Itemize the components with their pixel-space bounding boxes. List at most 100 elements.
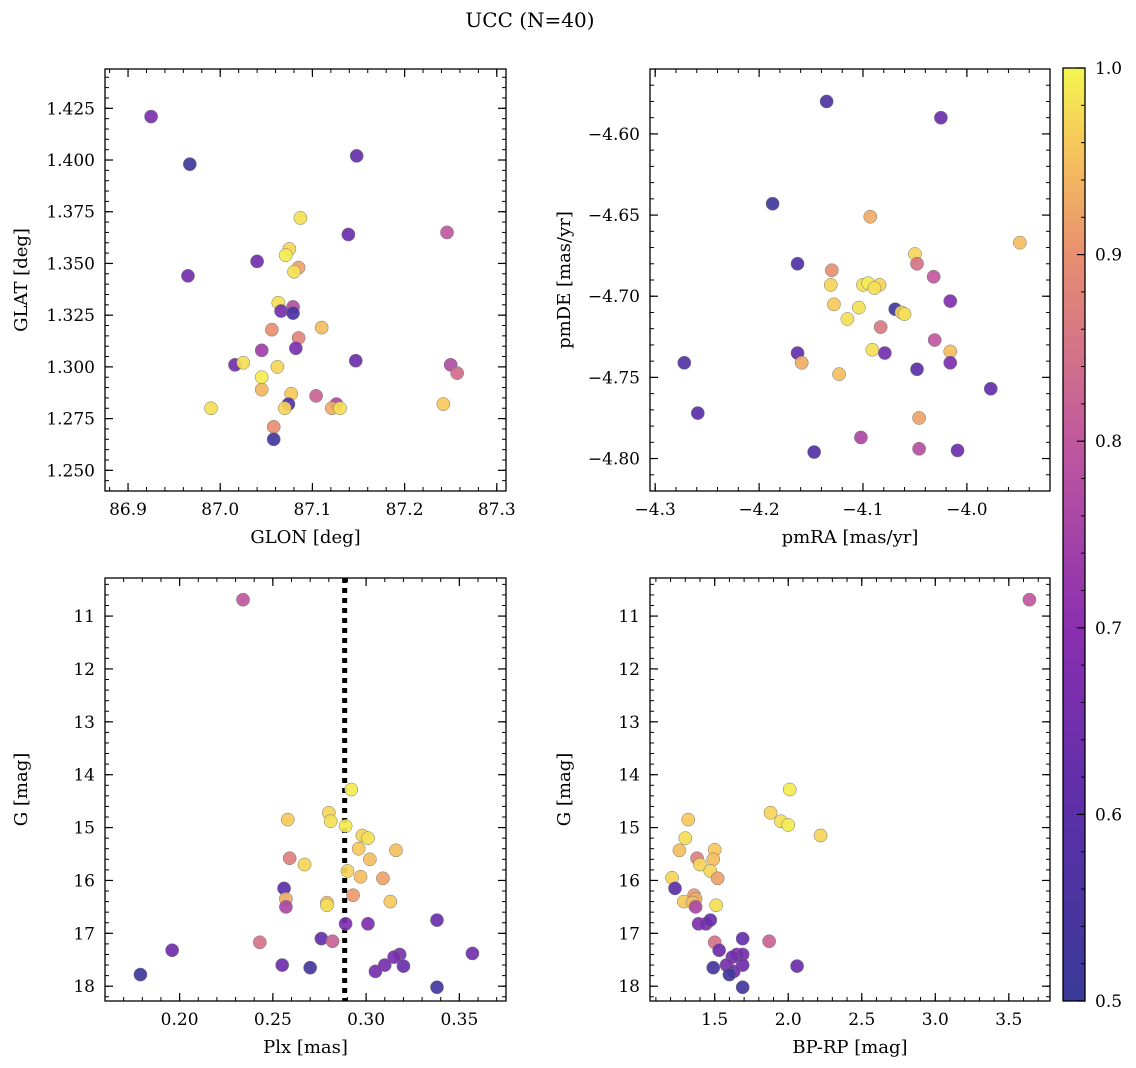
x-axis-label: pmRA [mas/yr] bbox=[782, 527, 919, 548]
data-point bbox=[912, 441, 926, 456]
y-tick-label: 14 bbox=[618, 766, 640, 786]
data-point bbox=[762, 934, 776, 949]
x-tick-label: −4.3 bbox=[635, 500, 676, 520]
scatter-points bbox=[665, 592, 1037, 995]
colorbar-tick-label: 0.7 bbox=[1095, 619, 1122, 639]
colorbar: 0.5 0.6 0.7 0.8 0.9 1.0 bbox=[1062, 59, 1122, 1012]
data-point bbox=[950, 443, 965, 458]
data-point bbox=[703, 913, 718, 927]
data-point bbox=[274, 304, 288, 318]
y-tick-label: 12 bbox=[73, 660, 95, 680]
x-tick-label: 87.1 bbox=[293, 500, 331, 520]
figure-title: UCC (N=40) bbox=[465, 8, 594, 32]
y-tick-label: −4.75 bbox=[588, 368, 640, 388]
x-tick-label: 0.25 bbox=[254, 1010, 292, 1030]
y-tick-label: 1.375 bbox=[46, 203, 95, 223]
y-tick-label: 14 bbox=[73, 766, 95, 786]
data-point bbox=[361, 831, 375, 845]
data-point bbox=[706, 960, 721, 975]
data-point bbox=[863, 209, 878, 224]
major-ticks bbox=[650, 69, 1050, 491]
data-point bbox=[910, 362, 924, 377]
data-point bbox=[827, 297, 841, 312]
axes-frame bbox=[649, 68, 1051, 492]
y-tick-label: 18 bbox=[73, 977, 95, 997]
data-point bbox=[254, 370, 269, 385]
x-tick-label: 2.0 bbox=[775, 1010, 802, 1030]
data-point bbox=[279, 900, 293, 914]
y-tick-label: 17 bbox=[73, 924, 95, 944]
y-axis-label: G [mag] bbox=[554, 753, 575, 826]
data-point bbox=[348, 353, 363, 368]
data-point bbox=[181, 269, 195, 283]
data-point bbox=[782, 782, 797, 797]
data-point bbox=[983, 381, 998, 396]
y-tick-label: 1.350 bbox=[46, 254, 95, 274]
major-ticks bbox=[650, 578, 1050, 1001]
data-point bbox=[254, 382, 269, 397]
data-point bbox=[275, 958, 290, 972]
x-tick-label: 3.0 bbox=[922, 1010, 949, 1030]
y-tick-label: 1.425 bbox=[46, 99, 95, 119]
data-point bbox=[943, 355, 958, 370]
data-point bbox=[361, 916, 375, 931]
x-tick-label: 87.0 bbox=[201, 500, 239, 520]
data-point bbox=[320, 898, 334, 913]
y-tick-label: 17 bbox=[618, 924, 640, 944]
data-point bbox=[823, 278, 838, 292]
colorbar-tick-label: 0.8 bbox=[1095, 432, 1122, 452]
y-tick-label: 1.325 bbox=[46, 306, 95, 326]
data-point bbox=[712, 943, 726, 958]
data-point bbox=[338, 916, 353, 931]
data-point bbox=[450, 366, 464, 380]
x-tick-label: 0.35 bbox=[440, 1010, 478, 1030]
subplot-4: 1.5 2.0 2.5 3.0 3.5 11 12 13 14 15 16 17 18 BP-RP [ma… bbox=[554, 577, 1051, 1058]
data-point bbox=[465, 946, 480, 961]
data-point bbox=[383, 894, 398, 909]
y-tick-label: 11 bbox=[73, 607, 95, 627]
plots-layer: 86.9 87.0 87.1 87.2 87.3 1.250 1.275 1.300 1.325… bbox=[11, 68, 1051, 1058]
data-point bbox=[133, 967, 148, 982]
data-point bbox=[690, 406, 705, 420]
scatter-points bbox=[677, 94, 1027, 459]
data-point bbox=[252, 935, 267, 950]
data-point bbox=[353, 869, 368, 884]
data-point bbox=[440, 225, 454, 240]
data-point bbox=[765, 196, 780, 211]
data-point bbox=[934, 110, 948, 125]
data-point bbox=[897, 307, 912, 321]
data-point bbox=[286, 306, 300, 320]
y-tick-label: 1.250 bbox=[46, 461, 95, 481]
data-point bbox=[678, 831, 693, 845]
x-axis-label: GLON [deg] bbox=[250, 527, 360, 548]
data-point bbox=[735, 980, 750, 995]
y-axis-label: pmDE [mas/yr] bbox=[554, 211, 575, 349]
data-point bbox=[677, 355, 692, 370]
data-point bbox=[681, 812, 696, 827]
data-point bbox=[338, 819, 353, 833]
y-tick-label: −4.70 bbox=[588, 287, 640, 307]
y-tick-label: 11 bbox=[618, 607, 640, 627]
data-point bbox=[182, 157, 197, 172]
data-point bbox=[722, 967, 737, 982]
colorbar-tick-label: 0.9 bbox=[1095, 246, 1122, 266]
data-point bbox=[790, 959, 804, 973]
axes-frame bbox=[649, 577, 1051, 1002]
data-point bbox=[763, 805, 778, 820]
major-ticks bbox=[105, 578, 506, 1001]
data-point bbox=[277, 401, 292, 416]
data-point bbox=[351, 841, 366, 856]
data-point bbox=[389, 843, 403, 858]
y-tick-label: −4.80 bbox=[588, 450, 640, 470]
x-tick-label: −4.2 bbox=[738, 500, 779, 520]
data-point bbox=[349, 149, 364, 163]
x-tick-label: 0.30 bbox=[347, 1010, 385, 1030]
data-point bbox=[430, 980, 444, 995]
x-tick-label: −4.1 bbox=[842, 500, 883, 520]
scatter-points bbox=[133, 592, 480, 995]
data-point bbox=[710, 871, 725, 886]
data-point bbox=[376, 871, 390, 886]
y-tick-label: 16 bbox=[618, 871, 640, 891]
x-tick-label: 2.5 bbox=[848, 1010, 875, 1030]
